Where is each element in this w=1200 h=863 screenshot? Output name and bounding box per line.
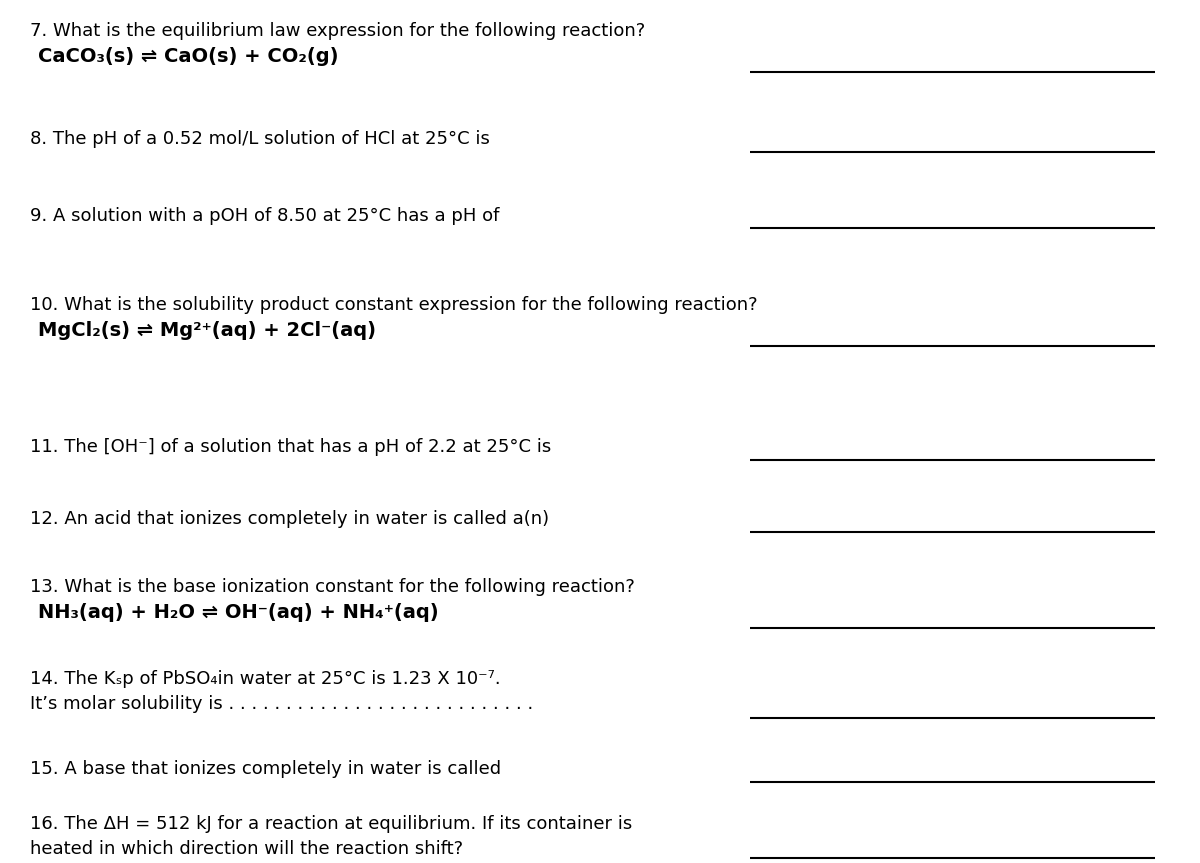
Text: 9. A solution with a pOH of 8.50 at 25°C has a pH of: 9. A solution with a pOH of 8.50 at 25°C… xyxy=(30,207,499,225)
Text: 8. The pH of a 0.52 mol/L solution of HCl at 25°C is: 8. The pH of a 0.52 mol/L solution of HC… xyxy=(30,130,490,148)
Text: It’s molar solubility is . . . . . . . . . . . . . . . . . . . . . . . . . . .: It’s molar solubility is . . . . . . . .… xyxy=(30,695,533,713)
Text: 10. What is the solubility product constant expression for the following reactio: 10. What is the solubility product const… xyxy=(30,296,757,314)
Text: 14. The Kₛp of PbSO₄in water at 25°C is 1.23 X 10⁻⁷.: 14. The Kₛp of PbSO₄in water at 25°C is … xyxy=(30,670,500,688)
Text: CaCO₃(s) ⇌ CaO(s) + CO₂(g): CaCO₃(s) ⇌ CaO(s) + CO₂(g) xyxy=(38,47,338,66)
Text: 11. The [OH⁻] of a solution that has a pH of 2.2 at 25°C is: 11. The [OH⁻] of a solution that has a p… xyxy=(30,438,551,456)
Text: 7. What is the equilibrium law expression for the following reaction?: 7. What is the equilibrium law expressio… xyxy=(30,22,646,40)
Text: NH₃(aq) + H₂O ⇌ OH⁻(aq) + NH₄⁺(aq): NH₃(aq) + H₂O ⇌ OH⁻(aq) + NH₄⁺(aq) xyxy=(38,603,439,622)
Text: heated in which direction will the reaction shift?: heated in which direction will the react… xyxy=(30,840,463,858)
Text: 12. An acid that ionizes completely in water is called a(n): 12. An acid that ionizes completely in w… xyxy=(30,510,550,528)
Text: 13. What is the base ionization constant for the following reaction?: 13. What is the base ionization constant… xyxy=(30,578,635,596)
Text: 16. The ΔH = 512 kJ for a reaction at equilibrium. If its container is: 16. The ΔH = 512 kJ for a reaction at eq… xyxy=(30,815,632,833)
Text: 15. A base that ionizes completely in water is called: 15. A base that ionizes completely in wa… xyxy=(30,760,502,778)
Text: MgCl₂(s) ⇌ Mg²⁺(aq) + 2Cl⁻(aq): MgCl₂(s) ⇌ Mg²⁺(aq) + 2Cl⁻(aq) xyxy=(38,321,376,340)
